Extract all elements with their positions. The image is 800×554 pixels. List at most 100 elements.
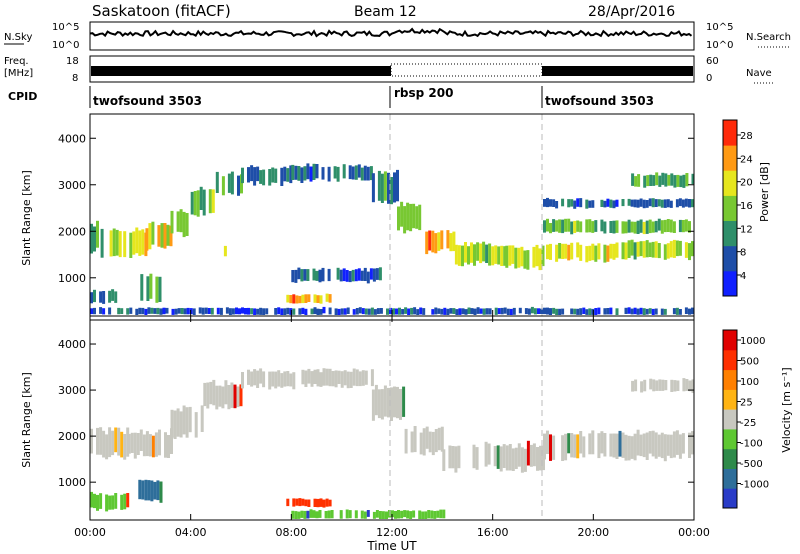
- heatmap-cell: [241, 307, 244, 314]
- heatmap-cell: [240, 174, 243, 194]
- heatmap-cell: [652, 379, 656, 392]
- velocity-heatmap-cells: [90, 368, 695, 519]
- colorbar-tick-label: 28: [740, 131, 753, 142]
- heatmap-cell: [597, 307, 601, 315]
- heatmap-cell: [174, 308, 178, 315]
- heatmap-cell: [591, 221, 595, 233]
- heatmap-cell: [422, 308, 426, 315]
- heatmap-cell: [567, 244, 571, 261]
- heatmap-cell: [218, 385, 222, 407]
- heatmap-cell: [235, 307, 238, 315]
- heatmap-cell: [591, 243, 595, 261]
- heatmap-cell: [239, 384, 243, 407]
- heatmap-cell: [322, 306, 326, 314]
- heatmap-cell: [271, 371, 275, 387]
- heatmap-cell: [355, 308, 359, 315]
- heatmap-cell: [151, 435, 155, 458]
- noise-tick-right-top: 10^5: [706, 22, 733, 33]
- heatmap-cell: [615, 433, 619, 459]
- heatmap-cell: [520, 246, 524, 267]
- heatmap-cell: [262, 371, 266, 388]
- heatmap-cell: [237, 175, 240, 196]
- heatmap-cell: [233, 384, 237, 409]
- heatmap-cell: [511, 448, 515, 471]
- heatmap-cell: [455, 309, 459, 315]
- heatmap-cell: [280, 373, 284, 388]
- heatmap-cell: [678, 198, 682, 207]
- heatmap-cell: [294, 269, 298, 283]
- y-tick-label: 1000: [58, 476, 86, 489]
- heatmap-cell: [355, 369, 359, 387]
- heatmap-cell: [117, 307, 121, 315]
- colorbar-swatch: [723, 448, 737, 469]
- heatmap-cell: [148, 434, 152, 457]
- heatmap-cell: [518, 307, 522, 314]
- colorbar-swatch: [723, 170, 737, 196]
- heatmap-cell: [461, 308, 465, 315]
- heatmap-cell: [185, 213, 189, 236]
- heatmap-cell: [398, 307, 401, 315]
- heatmap-cell: [149, 273, 153, 299]
- heatmap-cell: [413, 307, 417, 315]
- heatmap-cell: [223, 245, 227, 257]
- heatmap-cell: [123, 493, 127, 510]
- heatmap-cell: [280, 308, 284, 315]
- freq-band-segment-2: [390, 63, 543, 77]
- heatmap-cell: [316, 498, 320, 508]
- heatmap-cell: [199, 186, 203, 210]
- heatmap-cell: [111, 495, 115, 510]
- heatmap-cell: [274, 168, 278, 183]
- heatmap-cell: [241, 167, 244, 184]
- heatmap-cell: [364, 370, 368, 385]
- heatmap-cell: [301, 307, 305, 315]
- heatmap-cell: [366, 271, 370, 284]
- heatmap-cell: [672, 431, 676, 458]
- heatmap-cell: [286, 307, 290, 315]
- heatmap-cell: [301, 369, 305, 385]
- heatmap-cell: [657, 434, 661, 457]
- heatmap-cell: [206, 382, 210, 409]
- heatmap-cell: [371, 173, 375, 203]
- heatmap-cell: [634, 379, 638, 392]
- heatmap-cell: [150, 307, 154, 314]
- heatmap-cell: [114, 427, 118, 453]
- heatmap-cell: [342, 164, 346, 179]
- heatmap-cell: [555, 308, 559, 315]
- heatmap-cell: [274, 371, 278, 389]
- heatmap-cell: [297, 267, 301, 280]
- heatmap-cell: [679, 175, 683, 188]
- heatmap-cell: [265, 308, 269, 315]
- heatmap-cell: [588, 433, 592, 455]
- heatmap-cell: [363, 165, 367, 181]
- noise-panel-frame: [89, 21, 695, 51]
- heatmap-cell: [400, 201, 404, 227]
- heatmap-cell: [630, 436, 634, 459]
- heatmap-cell: [555, 201, 559, 209]
- heatmap-cell: [364, 308, 368, 315]
- heatmap-cell: [660, 199, 664, 208]
- heatmap-cell: [606, 198, 610, 207]
- heatmap-cell: [397, 510, 400, 519]
- heatmap-cell: [93, 226, 96, 252]
- heatmap-cell: [188, 406, 192, 433]
- heatmap-cell: [639, 307, 643, 315]
- heatmap-cell: [170, 428, 173, 454]
- heatmap-cell: [558, 308, 562, 315]
- velocity-colorbar: 1000 500 100 25 -25 -100 -500 -1000: [722, 329, 769, 509]
- heatmap-cell: [561, 198, 565, 207]
- heatmap-cell: [201, 307, 205, 315]
- heatmap-cell: [393, 172, 396, 203]
- heatmap-cell: [573, 220, 577, 233]
- colorbar-swatch: [723, 468, 737, 489]
- heatmap-cell: [600, 431, 604, 454]
- heatmap-cell: [363, 511, 367, 519]
- heatmap-cell: [658, 379, 662, 391]
- heatmap-cell: [433, 511, 437, 519]
- colorbar-frame: [722, 119, 738, 297]
- heatmap-cell: [256, 166, 260, 182]
- colorbar-swatch: [723, 145, 737, 171]
- heatmap-cell: [663, 199, 667, 208]
- heatmap-cell: [627, 219, 631, 233]
- heatmap-cell: [669, 434, 673, 459]
- heatmap-cell: [271, 167, 275, 183]
